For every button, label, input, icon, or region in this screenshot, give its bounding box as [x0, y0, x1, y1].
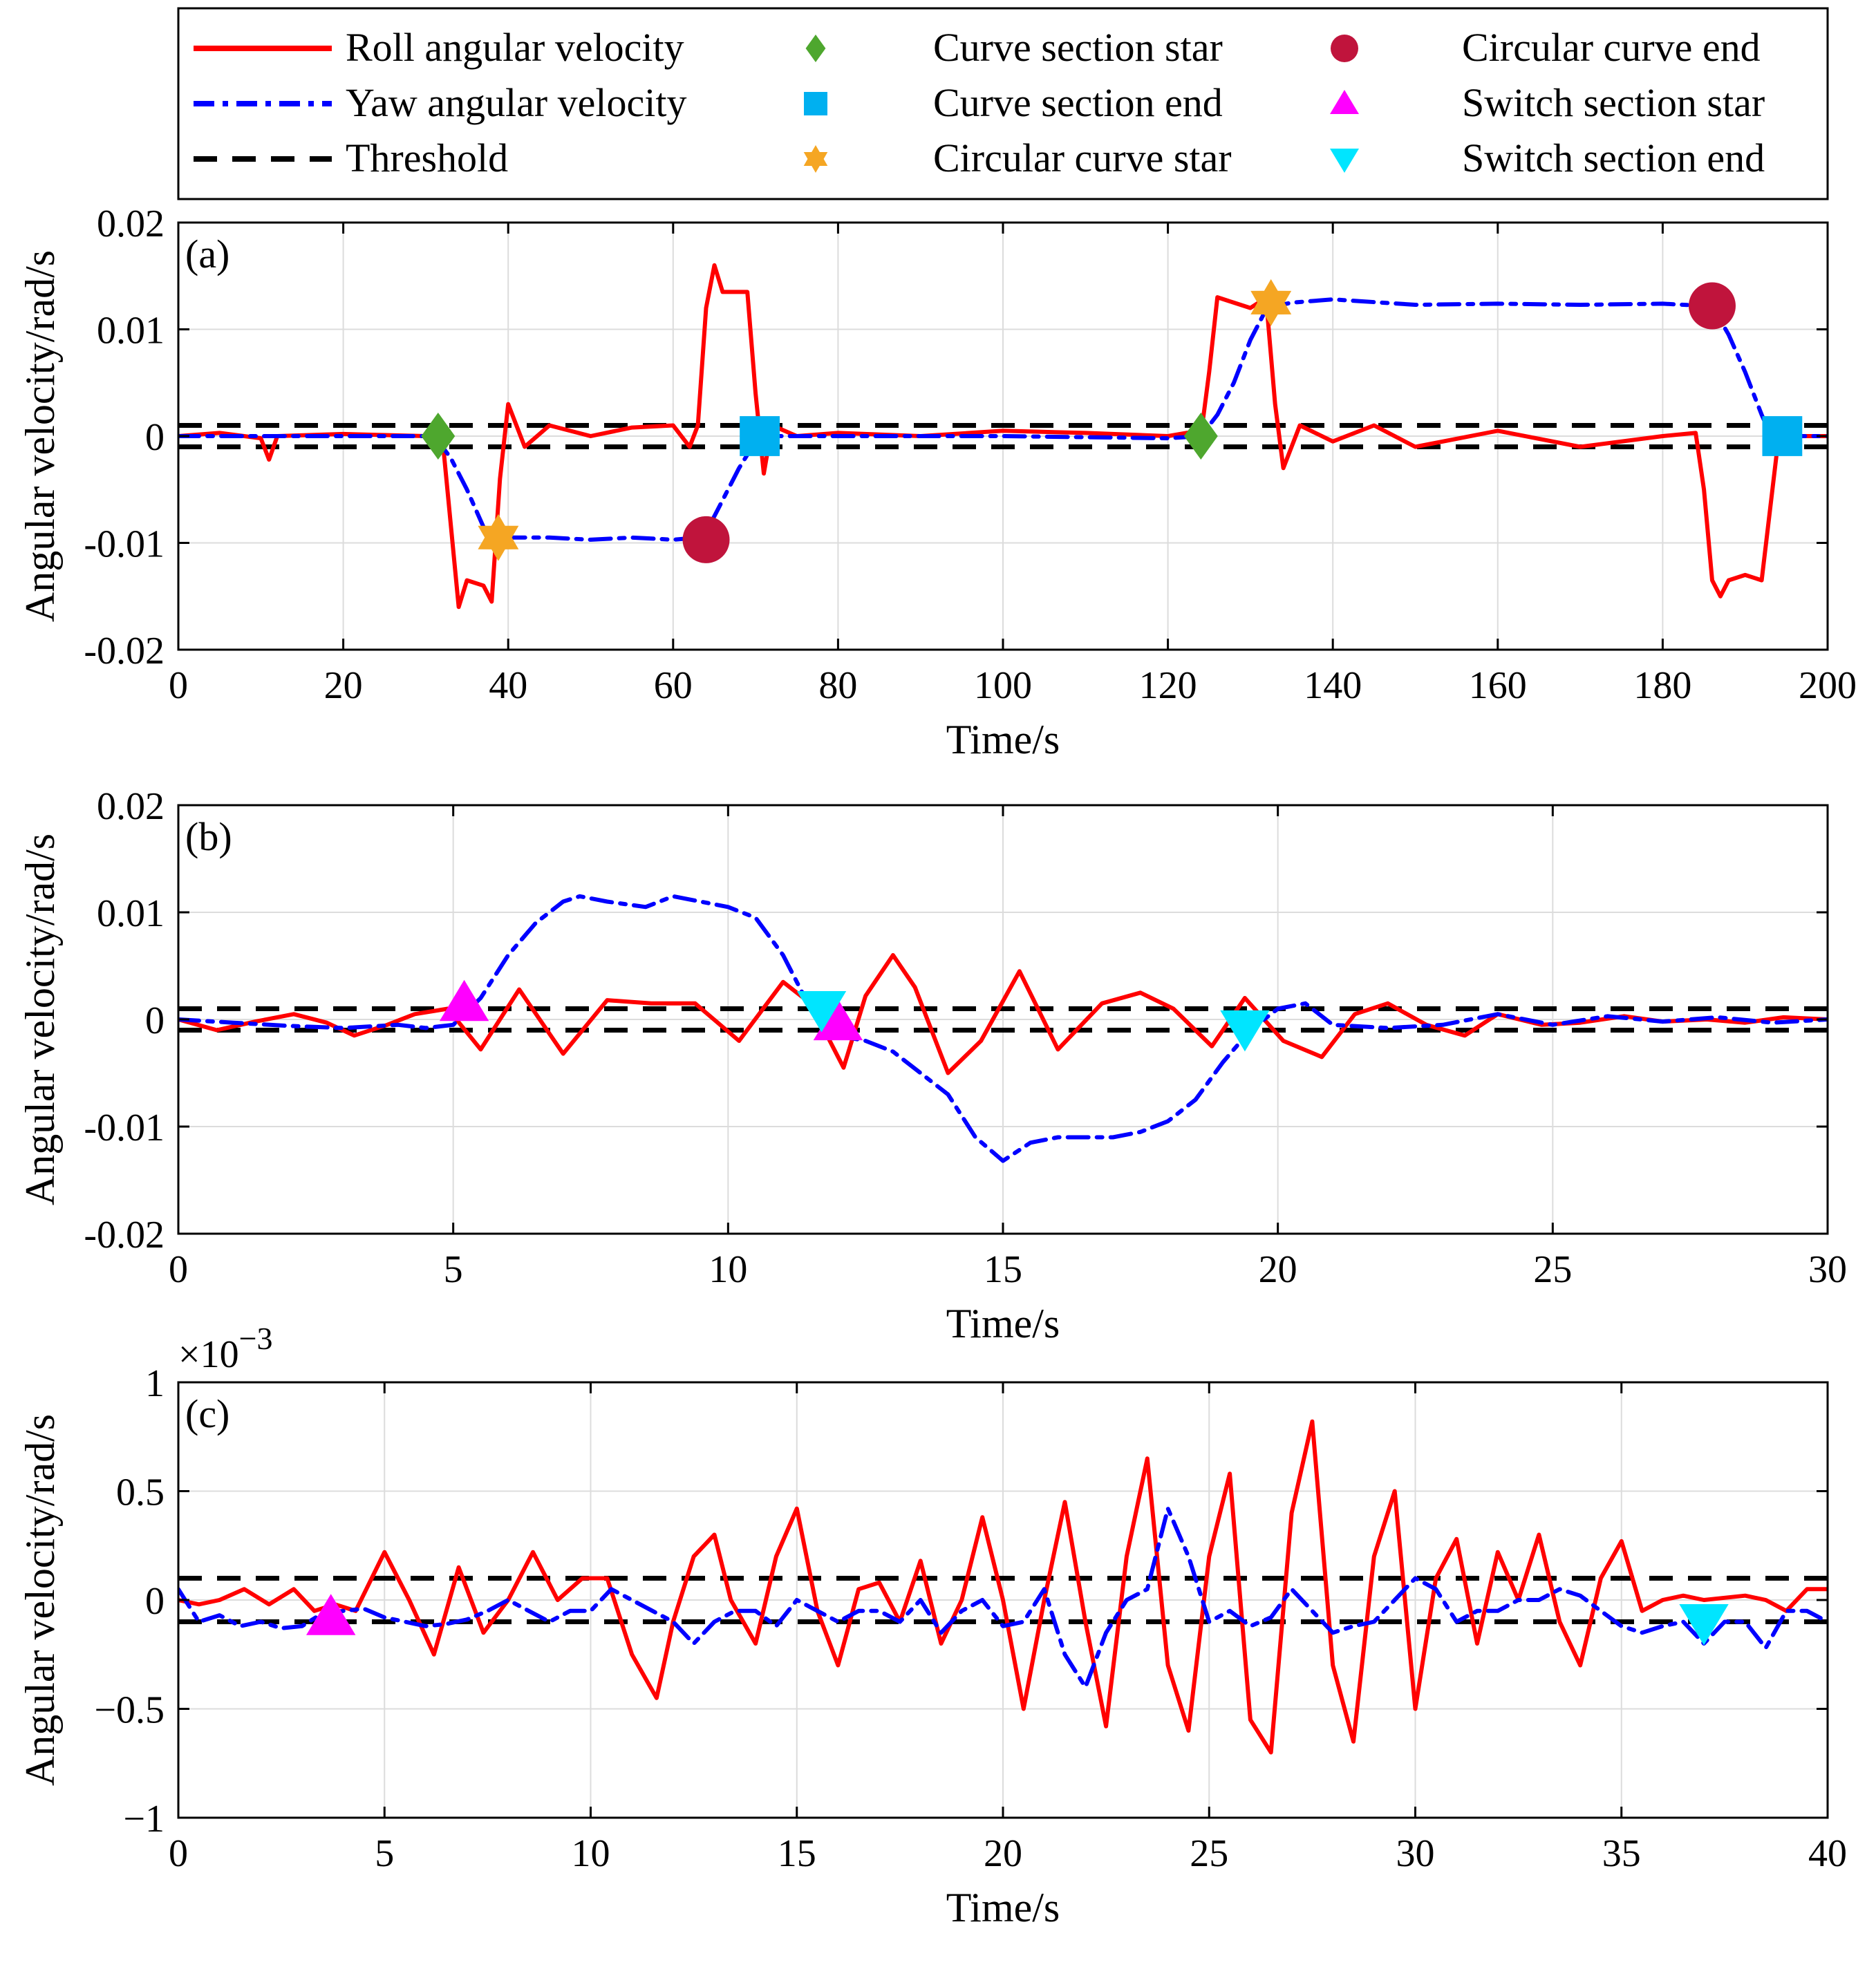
data-marker-triangle-down	[1220, 1010, 1270, 1052]
series-line-yaw-angular-velocity	[178, 1506, 1828, 1689]
x-tick-label: 15	[778, 1832, 816, 1875]
panel-label: (c)	[185, 1391, 229, 1436]
x-tick-label: 120	[1139, 664, 1197, 707]
y-tick-label: 0.01	[97, 892, 165, 935]
y-tick-label: 0	[145, 416, 165, 459]
x-tick-label: 200	[1799, 664, 1857, 707]
legend-marker-diamond	[805, 35, 826, 62]
data-marker-triangle-down	[796, 991, 847, 1033]
data-marker-square	[740, 416, 780, 456]
y-tick-label: −1	[123, 1798, 165, 1841]
data-marker-circle	[1688, 282, 1736, 330]
x-tick-label: 35	[1602, 1832, 1641, 1875]
y-exponent-label: ×10−3	[178, 1321, 273, 1376]
x-axis-label: Time/s	[946, 717, 1060, 762]
x-tick-label: 0	[169, 664, 188, 707]
x-tick-label: 10	[709, 1248, 747, 1291]
data-marker-hexagram	[478, 514, 519, 561]
plot-content	[178, 1419, 1828, 1755]
legend-label: Threshold	[346, 135, 508, 180]
series-line-yaw-angular-velocity	[178, 894, 1828, 1163]
x-axis-label: Time/s	[946, 1301, 1060, 1346]
data-marker-triangle-up	[306, 1594, 356, 1635]
y-tick-label: 0.02	[97, 203, 165, 245]
y-tick-label: −0.5	[94, 1689, 165, 1732]
x-tick-label: 80	[818, 664, 857, 707]
panel-label: (a)	[185, 232, 229, 276]
legend-label: Circular curve end	[1462, 25, 1761, 70]
legend-label: Switch section end	[1462, 135, 1765, 180]
data-marker-triangle-up	[813, 999, 863, 1041]
x-tick-label: 0	[169, 1832, 188, 1875]
x-tick-label: 20	[984, 1832, 1022, 1875]
legend-label: Circular curve star	[933, 135, 1232, 180]
legend-marker-square	[804, 92, 827, 115]
y-tick-label: -0.02	[84, 630, 165, 672]
y-axis-label: Angular velocity/rad/s	[17, 250, 63, 622]
series-line-roll-angular-velocity	[178, 1419, 1828, 1755]
y-tick-label: 0.02	[97, 785, 165, 828]
legend-label: Curve section end	[933, 80, 1223, 125]
y-exponent-power: −3	[239, 1321, 273, 1356]
panel-label: (b)	[185, 814, 232, 859]
data-marker-triangle-up	[439, 979, 489, 1022]
y-tick-label: 1	[145, 1362, 165, 1405]
y-axis-label: Angular velocity/rad/s	[17, 834, 63, 1205]
panel-c: 0 5 10 15 20 25 30 35 40 −1 −0.5 0 0.5 1 (c) Time/s Angu…	[17, 1321, 1847, 1930]
x-tick-label: 30	[1396, 1832, 1435, 1875]
x-tick-label: 25	[1190, 1832, 1228, 1875]
x-tick-label: 40	[489, 664, 527, 707]
x-tick-label: 60	[654, 664, 693, 707]
data-marker-square	[1762, 416, 1803, 456]
data-marker-hexagram	[1250, 279, 1292, 326]
y-tick-label: -0.01	[84, 523, 165, 566]
x-tick-label: 160	[1469, 664, 1527, 707]
x-tick-label: 180	[1633, 664, 1691, 707]
legend-label: Curve section star	[933, 25, 1223, 70]
legend-marker-hexagram	[803, 145, 828, 173]
x-axis-label: Time/s	[946, 1885, 1060, 1930]
y-tick-label: 0.01	[97, 310, 165, 352]
legend-label: Yaw angular velocity	[346, 80, 686, 125]
x-tick-label: 30	[1808, 1248, 1847, 1291]
y-tick-label: 0.5	[116, 1471, 165, 1514]
x-tick-label: 100	[974, 664, 1032, 707]
x-tick-label: 0	[169, 1248, 188, 1291]
y-tick-label: 0	[145, 1580, 165, 1623]
data-marker-circle	[682, 516, 730, 563]
legend-label: Switch section star	[1462, 80, 1765, 125]
legend-marker-triangle-down	[1330, 149, 1359, 173]
y-tick-label: -0.01	[84, 1107, 165, 1149]
x-tick-label: 10	[572, 1832, 610, 1875]
x-tick-label: 25	[1533, 1248, 1572, 1291]
legend: Roll angular velocity Yaw angular velocit…	[177, 7, 1829, 200]
x-tick-label: 20	[1259, 1248, 1297, 1291]
y-tick-label: -0.02	[84, 1214, 165, 1257]
x-tick-label: 20	[324, 664, 363, 707]
panel-b: 0 5 10 15 20 25 30 -0.02 -0.01 0 0.01 0.02 (b) Time/s…	[17, 785, 1847, 1346]
x-tick-label: 5	[375, 1832, 394, 1875]
panel-a: 0 20 40 60 80 100 120 140 160 180 200 -0.02 -0.01 0 0.…	[17, 203, 1857, 762]
x-tick-label: 5	[444, 1248, 463, 1291]
data-marker-diamond	[421, 413, 456, 460]
x-tick-label: 40	[1808, 1832, 1847, 1875]
x-tick-label: 140	[1304, 664, 1362, 707]
y-tick-label: 0	[145, 999, 165, 1042]
legend-marker-circle	[1331, 35, 1358, 62]
data-marker-triangle-down	[1679, 1604, 1729, 1646]
legend-label: Roll angular velocity	[346, 25, 684, 70]
x-tick-label: 15	[984, 1248, 1022, 1291]
legend-marker-triangle-up	[1330, 90, 1359, 114]
data-marker-diamond	[1183, 413, 1218, 460]
y-axis-label: Angular velocity/rad/s	[17, 1414, 63, 1786]
legend-box	[177, 7, 1829, 200]
